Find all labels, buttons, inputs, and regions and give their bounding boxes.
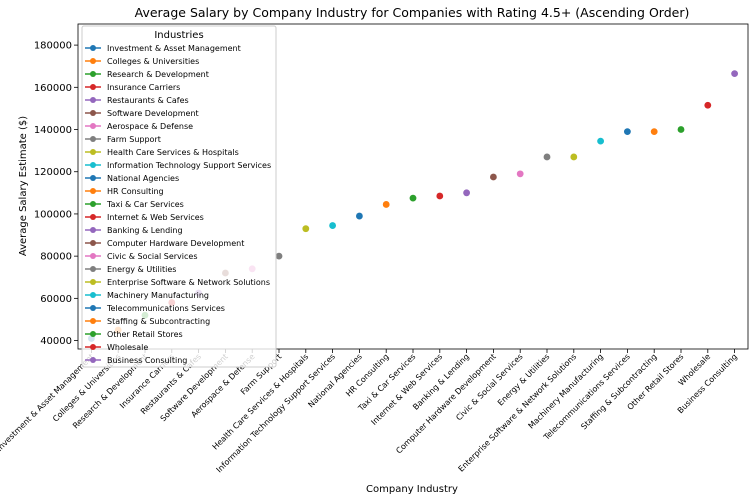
legend-marker — [90, 253, 96, 259]
legend-marker — [90, 123, 96, 129]
legend-marker — [90, 136, 96, 142]
y-axis-label: Average Salary Estimate ($) — [18, 116, 29, 256]
legend-marker — [90, 97, 96, 103]
legend-label: Taxi & Car Services — [106, 200, 184, 209]
legend-label: Wholesale — [107, 343, 148, 352]
data-point — [731, 70, 738, 77]
data-point — [463, 189, 470, 197]
legend-label: Farm Support — [107, 135, 161, 144]
data-point — [624, 128, 631, 136]
legend-marker — [90, 331, 96, 337]
data-point — [356, 212, 363, 220]
legend-label: Computer Hardware Development — [107, 239, 244, 248]
legend-label: Restaurants & Cafes — [107, 96, 189, 105]
y-tick-label: 160000 — [34, 83, 72, 94]
legend-frame — [81, 25, 277, 368]
legend-label: Software Development — [107, 109, 199, 118]
data-point — [597, 137, 604, 145]
legend-marker — [90, 71, 96, 77]
y-tick-label: 140000 — [34, 125, 72, 136]
legend-label: Health Care Services & Hospitals — [107, 148, 239, 157]
legend-marker — [90, 201, 96, 207]
legend-marker — [90, 214, 96, 220]
legend-marker — [90, 84, 96, 90]
data-point — [650, 128, 658, 136]
legend-label: Investment & Asset Management — [107, 44, 241, 53]
legend-label: Enterprise Software & Network Solutions — [107, 278, 270, 287]
legend-label: Civic & Social Services — [107, 252, 197, 261]
data-point — [677, 126, 685, 133]
legend-label: Internet & Web Services — [107, 213, 204, 222]
y-tick-label: 100000 — [34, 209, 72, 220]
x-axis-label: Company Industry — [366, 484, 458, 495]
y-tick-label: 40000 — [40, 336, 72, 347]
y-tick-label: 180000 — [34, 41, 72, 52]
legend-marker — [90, 149, 96, 155]
legend-marker — [90, 227, 96, 233]
legend-label: Staffing & Subcontracting — [107, 317, 210, 326]
chart-title: Average Salary by Company Industry for C… — [135, 5, 690, 20]
data-point — [704, 101, 712, 109]
legend-marker — [90, 175, 96, 181]
legend-label: Telecommunications Services — [106, 304, 225, 313]
legend-marker — [90, 344, 96, 350]
legend-label: Colleges & Universities — [107, 57, 199, 66]
legend-marker — [90, 45, 96, 51]
legend-label: Other Retail Stores — [107, 330, 183, 339]
legend: Industries Investment & Asset Management… — [81, 25, 277, 368]
data-point — [382, 201, 390, 208]
legend-marker — [90, 292, 96, 298]
data-point — [329, 222, 336, 229]
legend-marker — [90, 266, 96, 272]
legend-marker — [90, 162, 96, 168]
legend-marker — [90, 318, 96, 324]
y-tick-label: 60000 — [40, 294, 72, 305]
legend-marker — [90, 305, 96, 311]
data-point — [409, 194, 417, 202]
legend-label: Business Consulting — [107, 356, 187, 365]
data-point — [436, 192, 444, 200]
legend-label: National Agencies — [107, 174, 179, 183]
legend-label: Energy & Utilities — [107, 265, 176, 274]
legend-marker — [90, 279, 96, 285]
legend-marker — [90, 188, 96, 194]
legend-label: HR Consulting — [107, 187, 164, 196]
data-point — [516, 170, 524, 178]
legend-label: Machinery Manufacturing — [107, 291, 209, 300]
legend-marker — [90, 357, 96, 363]
data-point — [570, 153, 578, 161]
legend-label: Insurance Carriers — [107, 83, 180, 92]
legend-label: Aerospace & Defense — [107, 122, 193, 131]
data-point — [302, 225, 310, 233]
legend-label: Banking & Lending — [107, 226, 183, 235]
y-tick-label: 120000 — [34, 167, 72, 178]
data-point — [490, 173, 497, 181]
y-tick-label: 80000 — [40, 252, 72, 263]
data-point — [543, 153, 551, 161]
legend-title: Industries — [154, 30, 203, 41]
legend-marker — [90, 110, 96, 116]
legend-label: Research & Development — [107, 70, 209, 79]
legend-label: Information Technology Support Services — [107, 161, 271, 170]
data-point — [275, 252, 283, 260]
legend-marker — [90, 240, 96, 246]
legend-marker — [90, 58, 96, 64]
